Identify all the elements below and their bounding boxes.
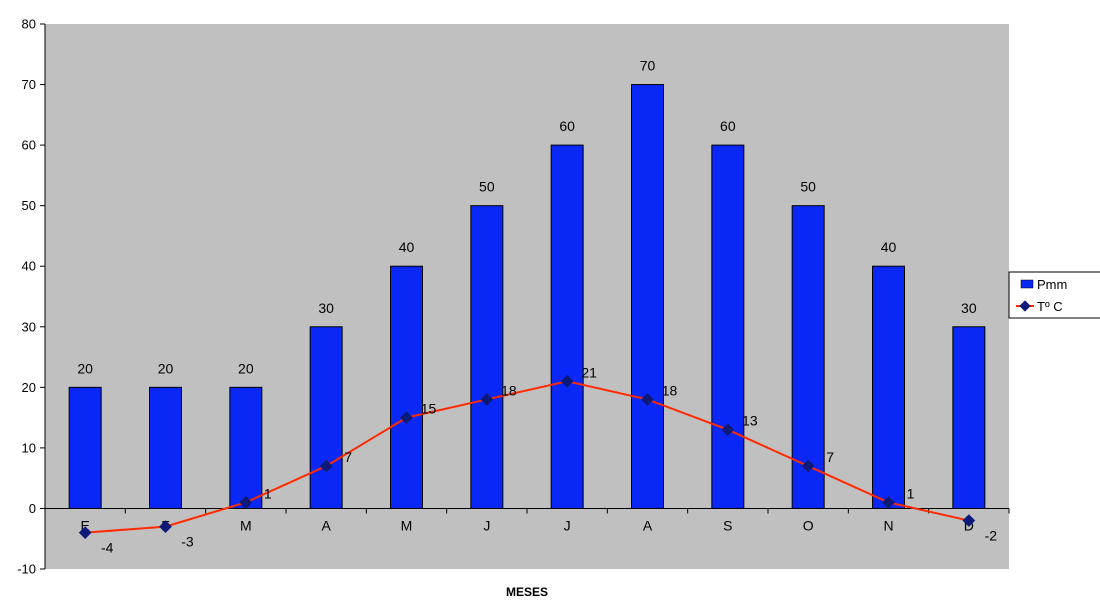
data-label-pmm: 60 (720, 118, 736, 134)
bar-pmm (952, 326, 986, 509)
x-tick-label: J (564, 517, 571, 533)
x-tick-label: N (883, 517, 893, 533)
bar-pmm (711, 144, 745, 509)
data-label-pmm: 20 (238, 360, 254, 376)
data-label-temp: -4 (101, 540, 114, 556)
plot-area (45, 24, 1009, 569)
data-label-temp: 7 (826, 449, 834, 465)
y-tick-label: -10 (17, 562, 36, 577)
temperature-marker (239, 496, 253, 509)
bar-pmm (390, 265, 423, 509)
bar-pmm (470, 205, 504, 509)
x-tick-label: A (321, 517, 331, 533)
legend: Pmm Tº C (1008, 271, 1100, 319)
data-label-temp: 21 (581, 364, 597, 380)
y-tick-label: 50 (22, 198, 36, 213)
y-tick-label: 30 (22, 319, 36, 334)
data-label-pmm: 40 (399, 239, 415, 255)
legend-marker-temp (1019, 300, 1031, 312)
temperature-marker (319, 459, 333, 473)
x-axis-title: MESES (506, 585, 548, 599)
y-tick-label: 0 (29, 501, 36, 516)
data-label-temp: 18 (501, 382, 517, 398)
data-label-temp: -3 (181, 534, 194, 550)
bar-pmm (149, 386, 182, 509)
y-tick-label: 20 (22, 380, 36, 395)
y-tick-label: 60 (22, 138, 36, 153)
data-label-temp: 1 (907, 485, 915, 501)
x-tick-label: J (483, 517, 490, 533)
data-label-pmm: 60 (559, 118, 575, 134)
legend-label-pmm: Pmm (1037, 277, 1067, 292)
bar-pmm (872, 265, 905, 509)
x-tick-label: A (643, 517, 653, 533)
temperature-line (85, 380, 970, 534)
data-label-temp: -2 (985, 528, 998, 544)
data-label-pmm: 50 (800, 179, 816, 195)
data-label-pmm: 50 (479, 179, 495, 195)
legend-swatch-pmm (1020, 279, 1034, 289)
data-label-pmm: 70 (640, 58, 656, 74)
bar-pmm (229, 386, 263, 509)
y-tick-label: 40 (22, 259, 36, 274)
x-tick-label: E (80, 517, 89, 533)
data-label-pmm: 20 (158, 360, 174, 376)
bar-pmm (791, 205, 825, 509)
data-label-pmm: 30 (318, 300, 334, 316)
data-label-pmm: 30 (961, 300, 977, 316)
data-label-temp: 15 (421, 401, 437, 417)
x-tick-label: M (240, 517, 252, 533)
bar-pmm (68, 386, 102, 509)
x-tick-label: O (803, 517, 814, 533)
y-tick-label: 70 (22, 77, 36, 92)
bar-pmm (631, 84, 664, 509)
bar-pmm (309, 326, 343, 509)
data-label-temp: 18 (662, 382, 678, 398)
x-tick-label: S (723, 517, 732, 533)
bar-pmm (550, 144, 584, 509)
x-tick-label: M (401, 517, 413, 533)
data-label-pmm: 40 (881, 239, 897, 255)
legend-label-temp: Tº C (1037, 299, 1063, 314)
data-label-temp: 1 (264, 485, 272, 501)
y-tick-label: 10 (22, 440, 36, 455)
data-label-temp: 13 (742, 413, 758, 429)
data-label-temp: 7 (344, 449, 352, 465)
y-tick-label: 80 (22, 17, 36, 32)
data-label-pmm: 20 (77, 360, 93, 376)
temperature-marker (400, 411, 413, 424)
temperature-marker (480, 393, 494, 406)
